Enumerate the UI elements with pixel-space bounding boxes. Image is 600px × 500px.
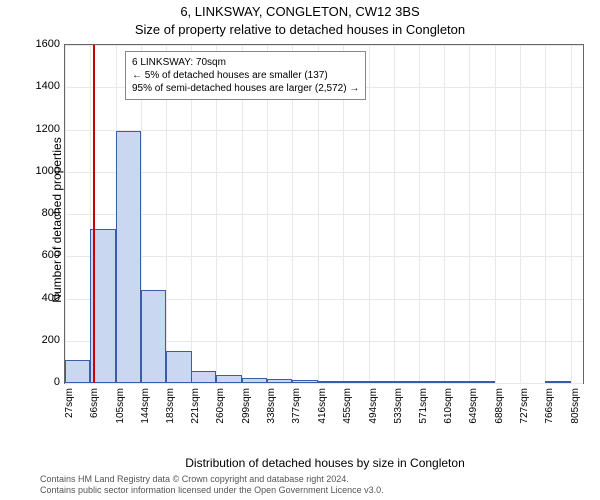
- footer-line1: Contains HM Land Registry data © Crown c…: [40, 474, 590, 485]
- gridline-h: [65, 383, 583, 384]
- gridline-v: [520, 45, 521, 383]
- gridline-v: [545, 45, 546, 383]
- histogram-bar: [267, 379, 292, 383]
- legend-box: 6 LINKSWAY: 70sqm← 5% of detached houses…: [125, 51, 366, 100]
- histogram-bar: [394, 381, 419, 383]
- legend-line: 6 LINKSWAY: 70sqm: [132, 56, 359, 69]
- x-tick-label: 571sqm: [418, 388, 429, 438]
- x-tick-label: 649sqm: [468, 388, 479, 438]
- x-tick-label: 610sqm: [443, 388, 454, 438]
- histogram-bar: [419, 381, 444, 383]
- gridline-v: [495, 45, 496, 383]
- gridline-v: [444, 45, 445, 383]
- chart-container: 6, LINKSWAY, CONGLETON, CW12 3BS Size of…: [0, 0, 600, 500]
- histogram-bar: [369, 381, 394, 383]
- x-tick-label: 533sqm: [393, 388, 404, 438]
- histogram-bar: [191, 371, 216, 383]
- y-tick-label: 800: [20, 207, 60, 219]
- x-tick-label: 144sqm: [140, 388, 151, 438]
- x-tick-label: 416sqm: [317, 388, 328, 438]
- y-tick-label: 1600: [20, 38, 60, 50]
- y-tick-label: 600: [20, 249, 60, 261]
- x-tick-label: 766sqm: [544, 388, 555, 438]
- histogram-bar: [292, 380, 317, 383]
- page-title-line1: 6, LINKSWAY, CONGLETON, CW12 3BS: [0, 4, 600, 19]
- gridline-h: [65, 172, 583, 173]
- y-tick-label: 1400: [20, 80, 60, 92]
- x-tick-label: 338sqm: [266, 388, 277, 438]
- gridline-v: [369, 45, 370, 383]
- x-tick-label: 183sqm: [165, 388, 176, 438]
- histogram-bar: [545, 381, 570, 383]
- histogram-bar: [166, 351, 191, 383]
- histogram-bar: [318, 381, 343, 383]
- x-tick-label: 299sqm: [241, 388, 252, 438]
- y-tick-label: 1200: [20, 123, 60, 135]
- histogram-bar: [242, 378, 267, 383]
- legend-line: 95% of semi-detached houses are larger (…: [132, 82, 359, 95]
- gridline-v: [65, 45, 66, 383]
- x-tick-label: 221sqm: [190, 388, 201, 438]
- plot-area: 6 LINKSWAY: 70sqm← 5% of detached houses…: [64, 44, 584, 384]
- histogram-bar: [343, 381, 368, 383]
- page-title-line2: Size of property relative to detached ho…: [0, 22, 600, 37]
- property-marker-line: [93, 45, 95, 383]
- x-tick-label: 727sqm: [519, 388, 530, 438]
- x-axis-label: Distribution of detached houses by size …: [60, 456, 590, 470]
- gridline-v: [394, 45, 395, 383]
- y-tick-label: 1000: [20, 165, 60, 177]
- histogram-bar: [141, 290, 166, 383]
- x-tick-label: 494sqm: [368, 388, 379, 438]
- x-tick-label: 688sqm: [494, 388, 505, 438]
- x-tick-label: 260sqm: [215, 388, 226, 438]
- histogram-bar: [469, 381, 494, 383]
- histogram-bar: [444, 381, 469, 383]
- gridline-h: [65, 214, 583, 215]
- x-tick-label: 66sqm: [89, 388, 100, 438]
- y-tick-label: 0: [20, 376, 60, 388]
- footer-line2: Contains public sector information licen…: [40, 485, 590, 496]
- y-axis-label-wrap: Number of detached properties: [0, 210, 20, 230]
- y-tick-label: 200: [20, 334, 60, 346]
- legend-line: ← 5% of detached houses are smaller (137…: [132, 69, 359, 82]
- footer-attribution: Contains HM Land Registry data © Crown c…: [40, 474, 590, 496]
- histogram-bar: [216, 375, 241, 383]
- gridline-h: [65, 256, 583, 257]
- gridline-h: [65, 130, 583, 131]
- x-tick-label: 105sqm: [115, 388, 126, 438]
- histogram-bar: [65, 360, 90, 383]
- gridline-v: [571, 45, 572, 383]
- histogram-bar: [116, 131, 141, 383]
- y-tick-label: 400: [20, 292, 60, 304]
- x-tick-label: 27sqm: [64, 388, 75, 438]
- gridline-v: [419, 45, 420, 383]
- x-tick-label: 805sqm: [570, 388, 581, 438]
- x-tick-label: 455sqm: [342, 388, 353, 438]
- x-tick-label: 377sqm: [291, 388, 302, 438]
- gridline-v: [469, 45, 470, 383]
- gridline-h: [65, 45, 583, 46]
